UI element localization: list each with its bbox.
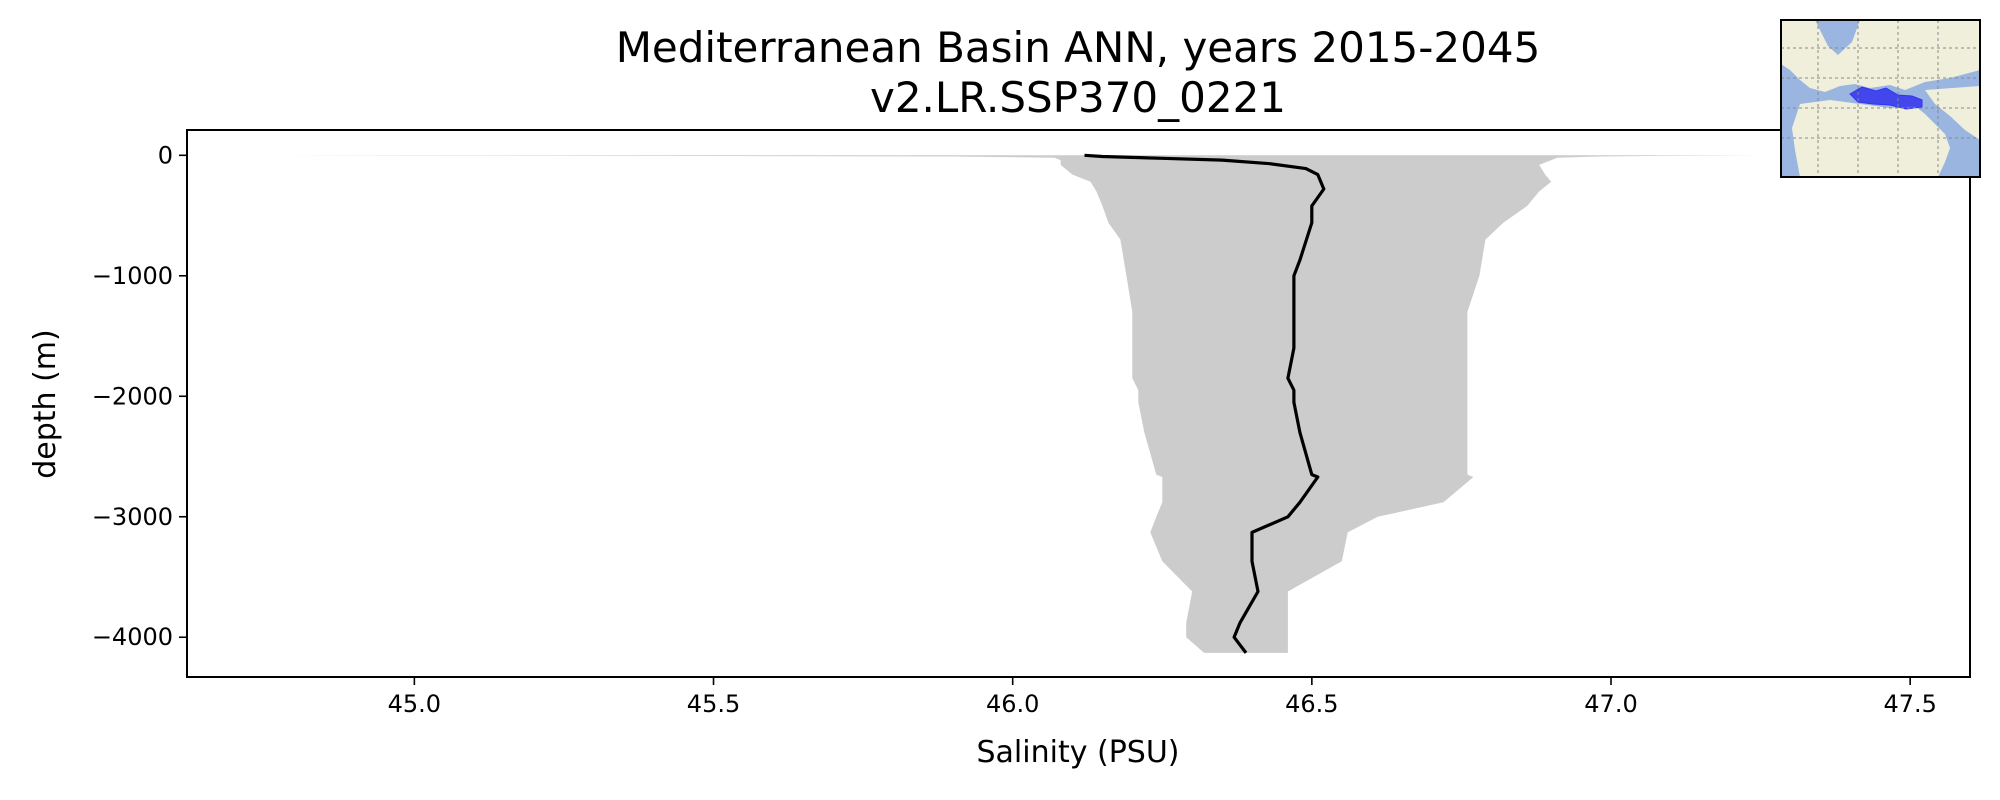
x-tick-label-3: 46.5 — [1285, 690, 1338, 718]
x-tick-label-4: 47.0 — [1584, 690, 1637, 718]
mean-profile-line-0 — [1084, 153, 1326, 654]
x-tick-label-1: 45.5 — [687, 690, 740, 718]
y-axis-label: depth (m) — [28, 329, 63, 479]
inset-map — [1780, 19, 1981, 178]
inset-land-mideast — [1925, 86, 1980, 140]
x-axis-label: Salinity (PSU) — [977, 735, 1180, 770]
inset-gridlines — [1781, 20, 1980, 177]
inset-land-scandinavia — [1815, 20, 1860, 55]
y-tick-label-4: −4000 — [92, 623, 173, 651]
chart-subtitle: v2.LR.SSP370_0221 — [870, 73, 1286, 122]
x-tick-label-5: 47.5 — [1883, 690, 1936, 718]
x-tick-label-0: 45.0 — [388, 690, 441, 718]
plot-frame — [186, 129, 1971, 678]
series-layer — [282, 153, 1761, 654]
inset-med-region — [1849, 86, 1923, 110]
chart-title: Mediterranean Basin ANN, years 2015-2045 — [616, 23, 1541, 72]
y-tick-label-1: −1000 — [92, 262, 173, 290]
plot-background — [187, 130, 1970, 677]
y-tick-label-2: −2000 — [92, 382, 173, 410]
plot-area — [186, 129, 1971, 678]
inset-frame — [1780, 19, 1981, 178]
x-tick-label-2: 46.0 — [986, 690, 1039, 718]
x-axis: 45.0 45.5 46.0 46.5 47.0 47.5 — [388, 677, 1937, 718]
y-tick-label-3: −3000 — [92, 503, 173, 531]
y-tick-label-0: 0 — [158, 141, 173, 169]
y-axis: 0 −1000 −2000 −3000 −4000 — [92, 141, 187, 651]
range-band-0 — [282, 155, 1761, 653]
